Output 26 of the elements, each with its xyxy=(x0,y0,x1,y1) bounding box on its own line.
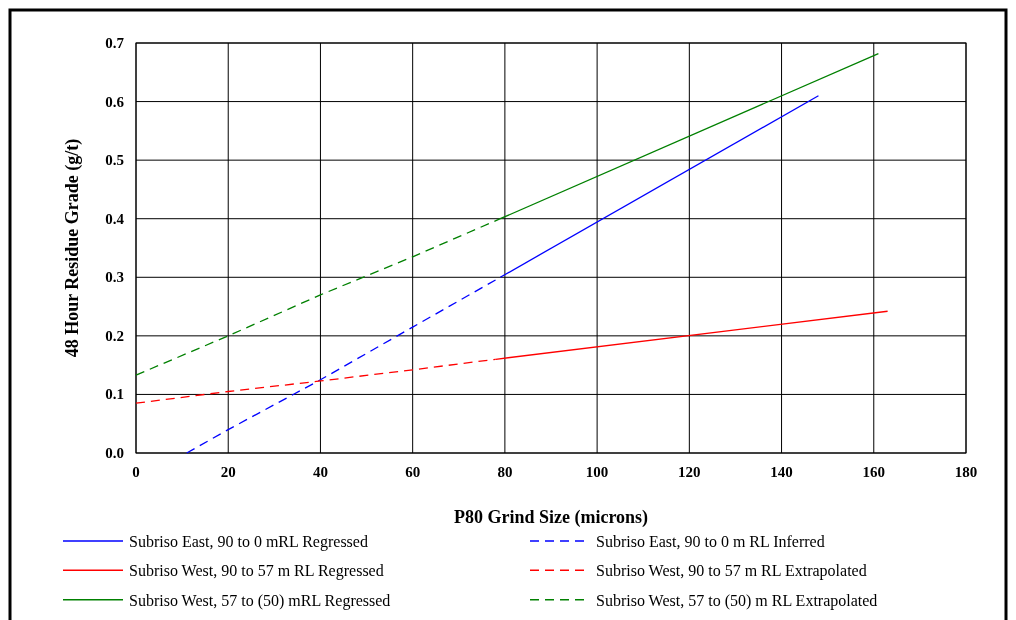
y-tick-label: 0.5 xyxy=(105,152,124,169)
y-tick-label: 0.4 xyxy=(105,210,125,227)
x-tick-label: 0 xyxy=(132,464,140,480)
y-tick-label: 0.1 xyxy=(105,386,124,403)
x-tick-label: 60 xyxy=(405,464,421,480)
x-tick-label: 40 xyxy=(312,464,328,480)
x-tick-label: 100 xyxy=(585,464,609,480)
x-tick-label: 140 xyxy=(770,464,793,480)
y-tick-label: 0.3 xyxy=(105,269,124,286)
y-tick-label: 0.7 xyxy=(105,35,125,51)
legend-label: Subriso East, 90 to 0 mRL Regressed xyxy=(129,533,368,551)
x-axis-title: P80 Grind Size (microns) xyxy=(453,507,649,528)
y-tick-label: 0.2 xyxy=(105,327,124,344)
legend-label: Subriso West, 57 to (50) mRL Regressed xyxy=(129,591,391,610)
legend-label: Subriso West, 90 to 57 m RL Extrapolated xyxy=(596,562,867,581)
x-tick-label: 120 xyxy=(678,464,701,480)
y-tick-label: 0.6 xyxy=(105,93,125,110)
y-axis-title: 48 Hour Residue Grade (g/t) xyxy=(62,138,83,358)
x-tick-label: 20 xyxy=(220,464,236,480)
legend-label: Subriso West, 90 to 57 m RL Regressed xyxy=(129,562,384,581)
x-tick-label: 180 xyxy=(954,464,978,480)
legend-label: Subriso West, 57 to (50) m RL Extrapolated xyxy=(596,591,878,610)
x-tick-label: 160 xyxy=(862,464,886,480)
legend-label: Subriso East, 90 to 0 m RL Inferred xyxy=(596,533,825,550)
y-tick-label: 0.0 xyxy=(105,445,124,461)
x-tick-label: 80 xyxy=(497,464,513,480)
